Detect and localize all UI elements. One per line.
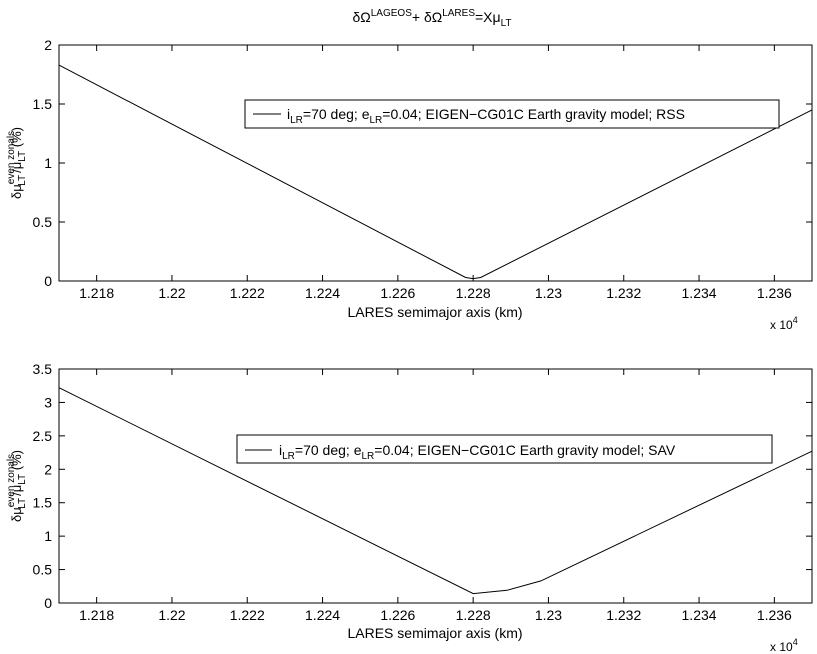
legend-box bbox=[236, 434, 773, 464]
x-tick-label: 1.236 bbox=[757, 607, 792, 623]
x-tick-label: 1.234 bbox=[682, 285, 717, 301]
tick-labels: 1.218 1.22 1.222 1.224 1.226 1.228 1.23 1.232 1.… bbox=[33, 37, 793, 301]
y-tick-label: 0.5 bbox=[33, 562, 53, 578]
legend: iLR=70 deg; eLR=0.04; EIGEN−CG01C Earth … bbox=[244, 99, 780, 129]
x-axis-label: LARES semimajor axis (km) bbox=[347, 304, 522, 320]
plot-area bbox=[58, 368, 813, 604]
x-tick-label: 1.234 bbox=[682, 607, 717, 623]
x-tick-label: 1.224 bbox=[305, 285, 340, 301]
x-tick-label: 1.226 bbox=[380, 607, 415, 623]
x-tick-label: 1.232 bbox=[606, 285, 641, 301]
y-tick-label: 2 bbox=[44, 461, 52, 477]
figure-title: δΩLAGEOS+ δΩLARES=XμLT bbox=[352, 8, 511, 29]
y-tick-label: 3 bbox=[44, 394, 52, 410]
y-tick-label: 1.5 bbox=[33, 495, 53, 511]
y-tick-label: 1 bbox=[44, 528, 52, 544]
x-tick-label: 1.218 bbox=[79, 607, 114, 623]
x-tick-label: 1.222 bbox=[230, 607, 265, 623]
y-tick-label: 3.5 bbox=[33, 361, 53, 377]
bottom-chart: 1.218 1.22 1.222 1.224 1.226 1.228 1.23 1.232 1.… bbox=[6, 361, 813, 654]
x-tick-label: 1.228 bbox=[456, 607, 491, 623]
x-tick-label: 1.226 bbox=[380, 285, 415, 301]
x-tick-label: 1.23 bbox=[535, 607, 562, 623]
x-tick-label: 1.222 bbox=[230, 285, 265, 301]
y-tick-label: 0.5 bbox=[33, 214, 53, 230]
x-multiplier: x 104 bbox=[770, 315, 798, 332]
y-axis-label: δμeven zonalsLT/μLT (%) bbox=[6, 127, 28, 199]
legend-label: iLR=70 deg; eLR=0.04; EIGEN−CG01C Earth … bbox=[279, 442, 676, 462]
x-axis-label: LARES semimajor axis (km) bbox=[347, 625, 522, 641]
y-axis-label: δμeven zonalsLT/μLT (%) bbox=[6, 450, 28, 522]
y-tick-label: 1 bbox=[44, 155, 52, 171]
y-tick-label: 0 bbox=[44, 595, 52, 611]
x-tick-label: 1.22 bbox=[158, 607, 185, 623]
x-tick-label: 1.224 bbox=[305, 607, 340, 623]
x-tick-label: 1.228 bbox=[456, 285, 491, 301]
legend: iLR=70 deg; eLR=0.04; EIGEN−CG01C Earth … bbox=[236, 434, 773, 464]
plot-area bbox=[58, 44, 813, 282]
y-tick-label: 1.5 bbox=[33, 96, 53, 112]
tick-labels: 1.218 1.22 1.222 1.224 1.226 1.228 1.23 1.232 1.… bbox=[33, 361, 793, 623]
x-tick-label: 1.22 bbox=[158, 285, 185, 301]
x-multiplier: x 104 bbox=[770, 637, 798, 654]
series-line bbox=[58, 64, 813, 280]
legend-label: iLR=70 deg; eLR=0.04; EIGEN−CG01C Earth … bbox=[287, 106, 685, 126]
ticks bbox=[59, 44, 812, 282]
x-tick-label: 1.232 bbox=[606, 607, 641, 623]
series-line bbox=[58, 387, 813, 595]
y-tick-label: 2 bbox=[44, 37, 52, 53]
x-tick-label: 1.218 bbox=[79, 285, 114, 301]
top-chart: 1.218 1.22 1.222 1.224 1.226 1.228 1.23 1.232 1.… bbox=[6, 37, 813, 332]
x-tick-label: 1.236 bbox=[757, 285, 792, 301]
ticks bbox=[59, 368, 812, 604]
x-tick-label: 1.23 bbox=[535, 285, 562, 301]
y-tick-label: 2.5 bbox=[33, 428, 53, 444]
y-tick-label: 0 bbox=[44, 273, 52, 289]
legend-box bbox=[244, 99, 780, 129]
